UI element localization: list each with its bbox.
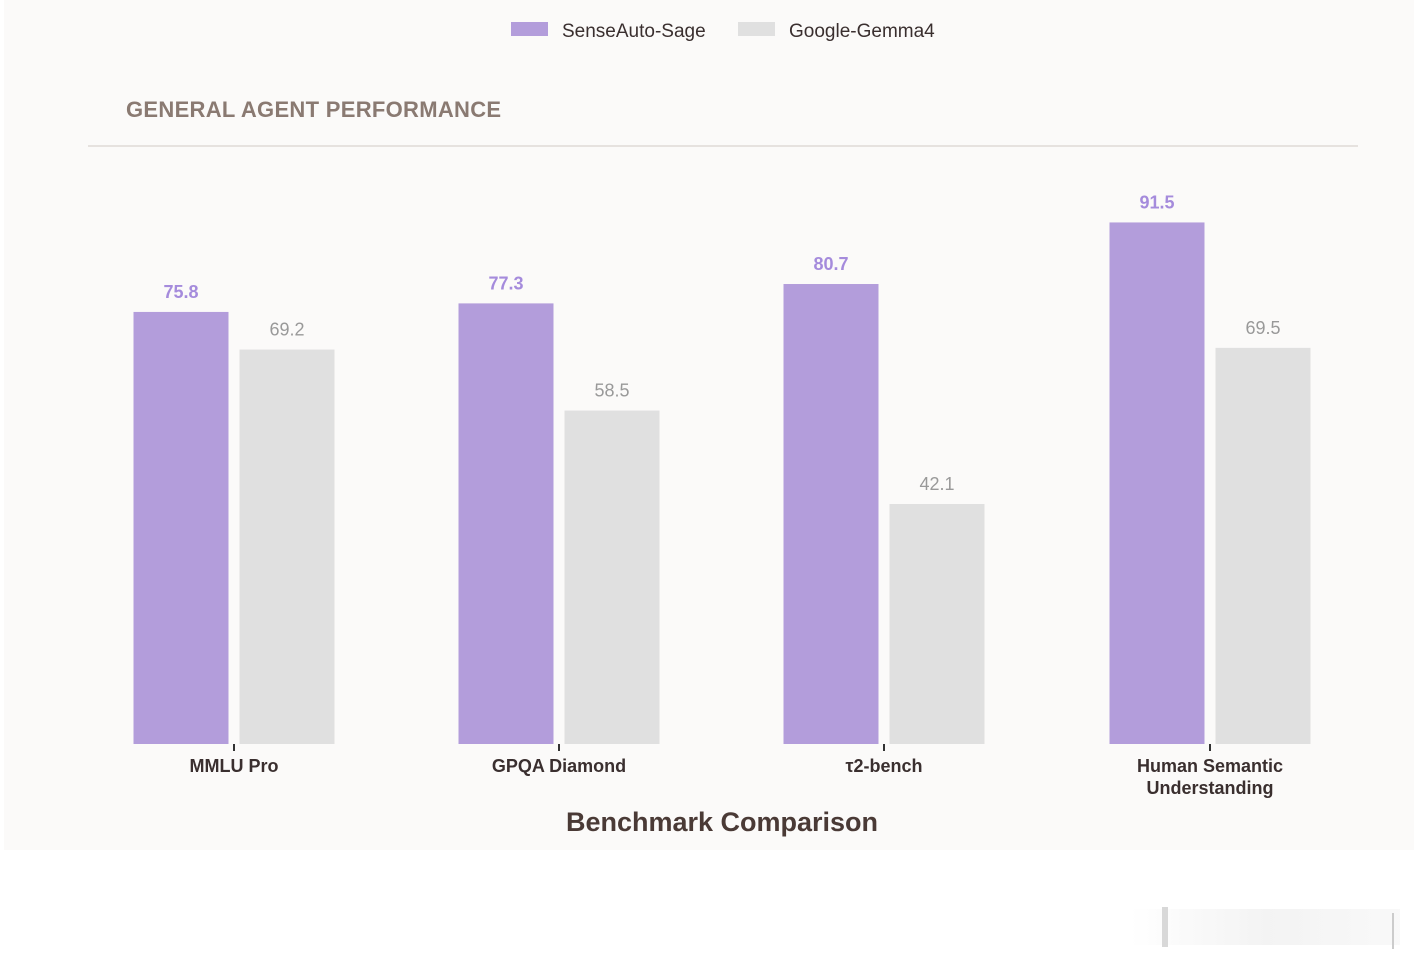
legend-label-google-gemma4: Google-Gemma4	[789, 21, 935, 42]
bar-google-gemma4	[1215, 347, 1311, 744]
data-label-senseauto-sage: 77.3	[488, 273, 523, 293]
bar-google-gemma4	[239, 349, 335, 744]
tick-label-category: τ2-bench	[845, 756, 922, 776]
data-label-google-gemma4: 69.2	[269, 320, 304, 340]
bar-senseauto-sage	[133, 311, 229, 744]
data-label-google-gemma4: 58.5	[594, 381, 629, 401]
section-title: GENERAL AGENT PERFORMANCE	[126, 97, 501, 122]
tick-label-category: Human Semantic Understanding	[1137, 756, 1283, 798]
legend-swatch-sensauto-sage	[511, 22, 548, 36]
data-label-senseauto-sage: 80.7	[813, 254, 848, 274]
bar-google-gemma4	[889, 504, 985, 744]
data-label-google-gemma4: 42.1	[919, 474, 954, 494]
legend-swatch-google-gemma4	[738, 22, 775, 36]
x-ticks	[233, 744, 1211, 751]
bar-senseauto-sage	[1109, 222, 1205, 744]
tick-label-line: τ2-bench	[845, 756, 922, 776]
bar-google-gemma4	[564, 410, 660, 744]
bars-group: 75.8 69.2 77.3 58.5 80.7 42.1 91.5 69.5	[133, 192, 1311, 744]
chart-panel: SenseAuto-Sage Google-Gemma4 GENERAL AGE…	[4, 0, 1414, 850]
legend: SenseAuto-Sage Google-Gemma4	[511, 21, 935, 42]
tick-label-line: Human Semantic	[1137, 756, 1283, 776]
tick-label-category: GPQA Diamond	[492, 756, 626, 776]
category-labels: MMLU Pro GPQA Diamond τ2-bench Human Semant…	[190, 756, 1284, 798]
bar-senseauto-sage	[783, 284, 879, 744]
tick-label-line: GPQA Diamond	[492, 756, 626, 776]
legend-label-sensauto-sage: SenseAuto-Sage	[562, 21, 706, 42]
bar-senseauto-sage	[458, 303, 554, 744]
benchmark-chart: SenseAuto-Sage Google-Gemma4 GENERAL AGE…	[88, 21, 1358, 837]
x-axis-title: Benchmark Comparison	[566, 807, 878, 837]
tick-label-category: MMLU Pro	[190, 756, 279, 776]
data-label-senseauto-sage: 91.5	[1139, 192, 1174, 212]
tick-label-line: MMLU Pro	[190, 756, 279, 776]
data-label-senseauto-sage: 75.8	[163, 282, 198, 302]
tick-label-line: Understanding	[1146, 778, 1273, 798]
faint-watermark-artifact	[1130, 907, 1400, 949]
data-label-google-gemma4: 69.5	[1245, 318, 1280, 338]
